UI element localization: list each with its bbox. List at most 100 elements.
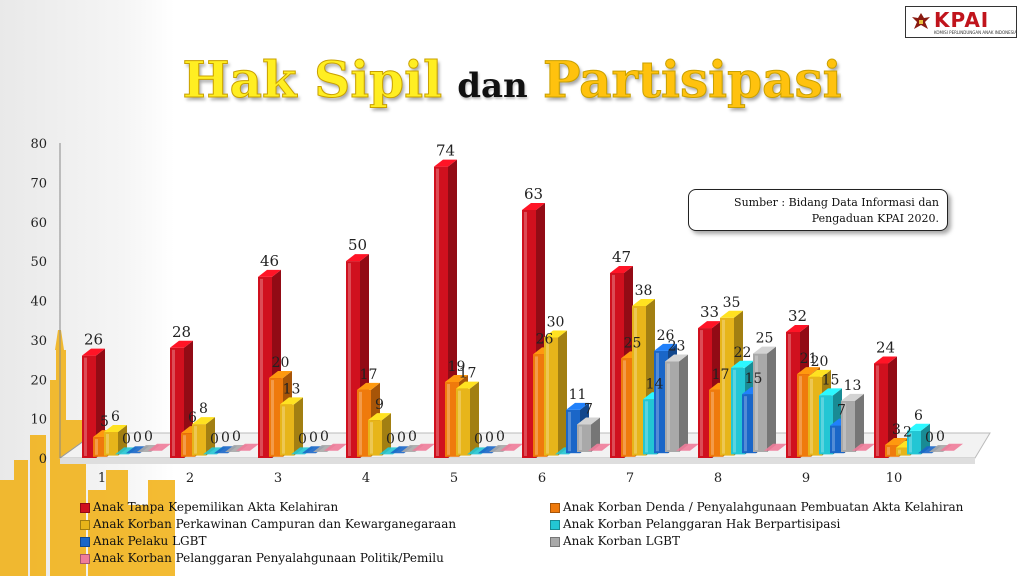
- data-label: 0: [408, 429, 417, 445]
- data-label: 35: [723, 295, 741, 311]
- bar-highlight: [95, 439, 98, 455]
- bar-top: [522, 202, 545, 210]
- bar-top: [456, 381, 479, 389]
- bar-front: [665, 361, 679, 452]
- bar-highlight: [876, 365, 879, 456]
- bar-4-series-3: [368, 413, 391, 456]
- bar-top: [698, 321, 721, 329]
- bar-2-series-3: [192, 417, 215, 456]
- bar-highlight: [282, 406, 285, 454]
- data-label: 13: [283, 381, 301, 397]
- bar-front: [907, 430, 921, 455]
- bar-top: [610, 265, 633, 273]
- bar-front: [841, 400, 855, 452]
- y-tick-label: 30: [30, 334, 47, 349]
- bar-highlight: [700, 330, 703, 456]
- data-label: 13: [844, 378, 862, 394]
- data-label: 25: [624, 335, 642, 351]
- bar-10-series-7: [940, 443, 963, 451]
- data-label: 63: [524, 185, 543, 203]
- bar-front: [742, 394, 756, 454]
- bar-front: [654, 350, 668, 454]
- bar-front: [357, 389, 371, 457]
- legend-label: Anak Korban LGBT: [563, 534, 680, 548]
- legend-swatch: [80, 519, 90, 530]
- bar-highlight: [359, 391, 362, 455]
- legend-swatch: [80, 553, 90, 564]
- logo-subtitle: KOMISI PERLINDUNGAN ANAK INDONESIA: [934, 30, 1018, 35]
- data-label: 11: [569, 387, 587, 403]
- bar-top: [269, 371, 292, 379]
- legend-item: Anak Korban Perkawinan Campuran dan Kewa…: [80, 515, 456, 533]
- bar-top: [566, 402, 589, 410]
- y-tick-label: 20: [30, 373, 47, 388]
- bar-4-series-7: [412, 443, 435, 451]
- bar-top: [357, 382, 380, 390]
- bar-highlight: [546, 339, 549, 454]
- bar-front: [346, 261, 360, 458]
- bar-flat: [852, 443, 875, 451]
- bar-front: [368, 420, 382, 456]
- bar-9-series-6: [841, 393, 864, 452]
- bar-highlight: [722, 319, 725, 454]
- legend-swatch: [80, 502, 90, 513]
- bar-top: [577, 417, 600, 425]
- bar-2-series-7: [236, 443, 259, 451]
- bar-top: [907, 423, 930, 431]
- source-note: Sumber : Bidang Data Informasi dan Penga…: [688, 189, 948, 231]
- bar-front: [522, 209, 536, 458]
- bar-front: [643, 399, 657, 455]
- bar-front: [808, 376, 822, 456]
- bar-front: [93, 437, 107, 457]
- x-tick-label: 4: [362, 471, 370, 486]
- bar-top: [786, 325, 809, 332]
- data-label: 15: [745, 371, 763, 387]
- bar-highlight: [887, 446, 890, 455]
- bar-5-series-7: [500, 443, 523, 451]
- data-label: 6: [111, 409, 120, 425]
- data-label: 24: [876, 339, 895, 357]
- bar-highlight: [568, 411, 571, 452]
- bar-8-series-7: [764, 443, 787, 451]
- bar-top: [632, 298, 655, 306]
- legend-label: Anak Korban Pelanggaran Penyalahgunaan P…: [93, 551, 444, 565]
- bar-highlight: [436, 168, 439, 456]
- bar-top: [720, 310, 743, 318]
- bar-highlight: [799, 376, 802, 455]
- data-label: 14: [646, 376, 664, 392]
- x-tick-label: 9: [802, 471, 810, 486]
- legend-swatch: [550, 536, 560, 547]
- logo-text: KPAI: [934, 8, 990, 32]
- data-label: 0: [496, 429, 505, 445]
- bar-top: [753, 346, 776, 354]
- data-label: 32: [788, 307, 807, 325]
- bar-front: [632, 305, 646, 456]
- bar-front: [434, 166, 448, 458]
- bar-top: [170, 340, 193, 348]
- x-tick-label: 1: [98, 471, 106, 486]
- bar-top: [280, 397, 303, 405]
- bar-top: [665, 354, 688, 362]
- legend-item: Anak Pelaku LGBT: [80, 532, 206, 550]
- legend-item: Anak Tanpa Kepemilikan Akta Kelahiran: [80, 498, 338, 516]
- bar-top: [104, 424, 127, 432]
- bar-front: [544, 337, 558, 456]
- data-label: 9: [375, 397, 384, 413]
- bar-highlight: [348, 263, 351, 456]
- data-label: 0: [936, 429, 945, 445]
- bar-highlight: [656, 352, 659, 452]
- data-label: 17: [360, 367, 378, 383]
- bar-side: [855, 393, 864, 452]
- bar-flat: [500, 443, 523, 451]
- bar-group: [82, 159, 963, 458]
- bar-highlight: [634, 307, 637, 454]
- data-label: 0: [386, 431, 395, 447]
- data-label: 26: [536, 331, 554, 347]
- bar-7-series-7: [676, 443, 699, 451]
- bar-front: [82, 355, 96, 458]
- bar-front: [698, 328, 712, 458]
- bar-highlight: [535, 356, 538, 455]
- bar-front: [731, 367, 745, 455]
